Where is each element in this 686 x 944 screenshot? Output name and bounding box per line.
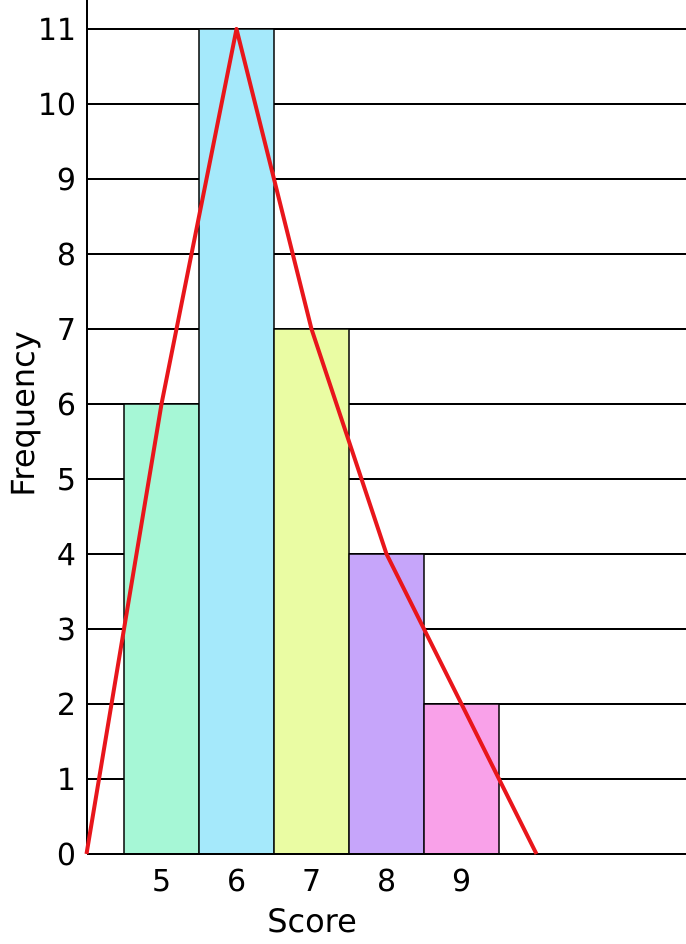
bar-9: [423, 703, 500, 855]
y-tick-labels: 0 1 2 3 4 5 6 7 8 9 10 11: [38, 13, 76, 873]
x-tick-label: 8: [377, 864, 396, 899]
frequency-polygon-line: [84, 27, 539, 855]
bar-6: [198, 28, 275, 855]
y-tick-label: 11: [38, 13, 76, 48]
x-axis-title: Score: [267, 902, 357, 940]
y-tick-label: 7: [57, 313, 76, 348]
y-tick-label: 10: [38, 88, 76, 123]
y-tick-label: 5: [57, 463, 76, 498]
y-tick-label: 2: [57, 688, 76, 723]
x-tick-labels: 5 6 7 8 9: [152, 864, 471, 899]
bar-7: [273, 328, 350, 855]
x-tick-label: 9: [452, 864, 471, 899]
bar-8: [348, 553, 425, 855]
y-tick-label: 6: [57, 388, 76, 423]
y-tick-label: 1: [57, 763, 76, 798]
bar-5: [123, 403, 200, 855]
frequency-polygon: [84, 27, 539, 855]
y-tick-label: 3: [57, 613, 76, 648]
y-tick-label: 9: [57, 163, 76, 198]
x-tick-label: 5: [152, 864, 171, 899]
y-tick-label: 8: [57, 238, 76, 273]
y-axis-title: Frequency: [4, 331, 42, 496]
bars: [123, 28, 500, 855]
y-tick-label: 0: [57, 838, 76, 873]
x-tick-label: 7: [302, 864, 321, 899]
x-tick-label: 6: [227, 864, 246, 899]
y-tick-label: 4: [57, 538, 76, 573]
axes: [86, 0, 686, 855]
